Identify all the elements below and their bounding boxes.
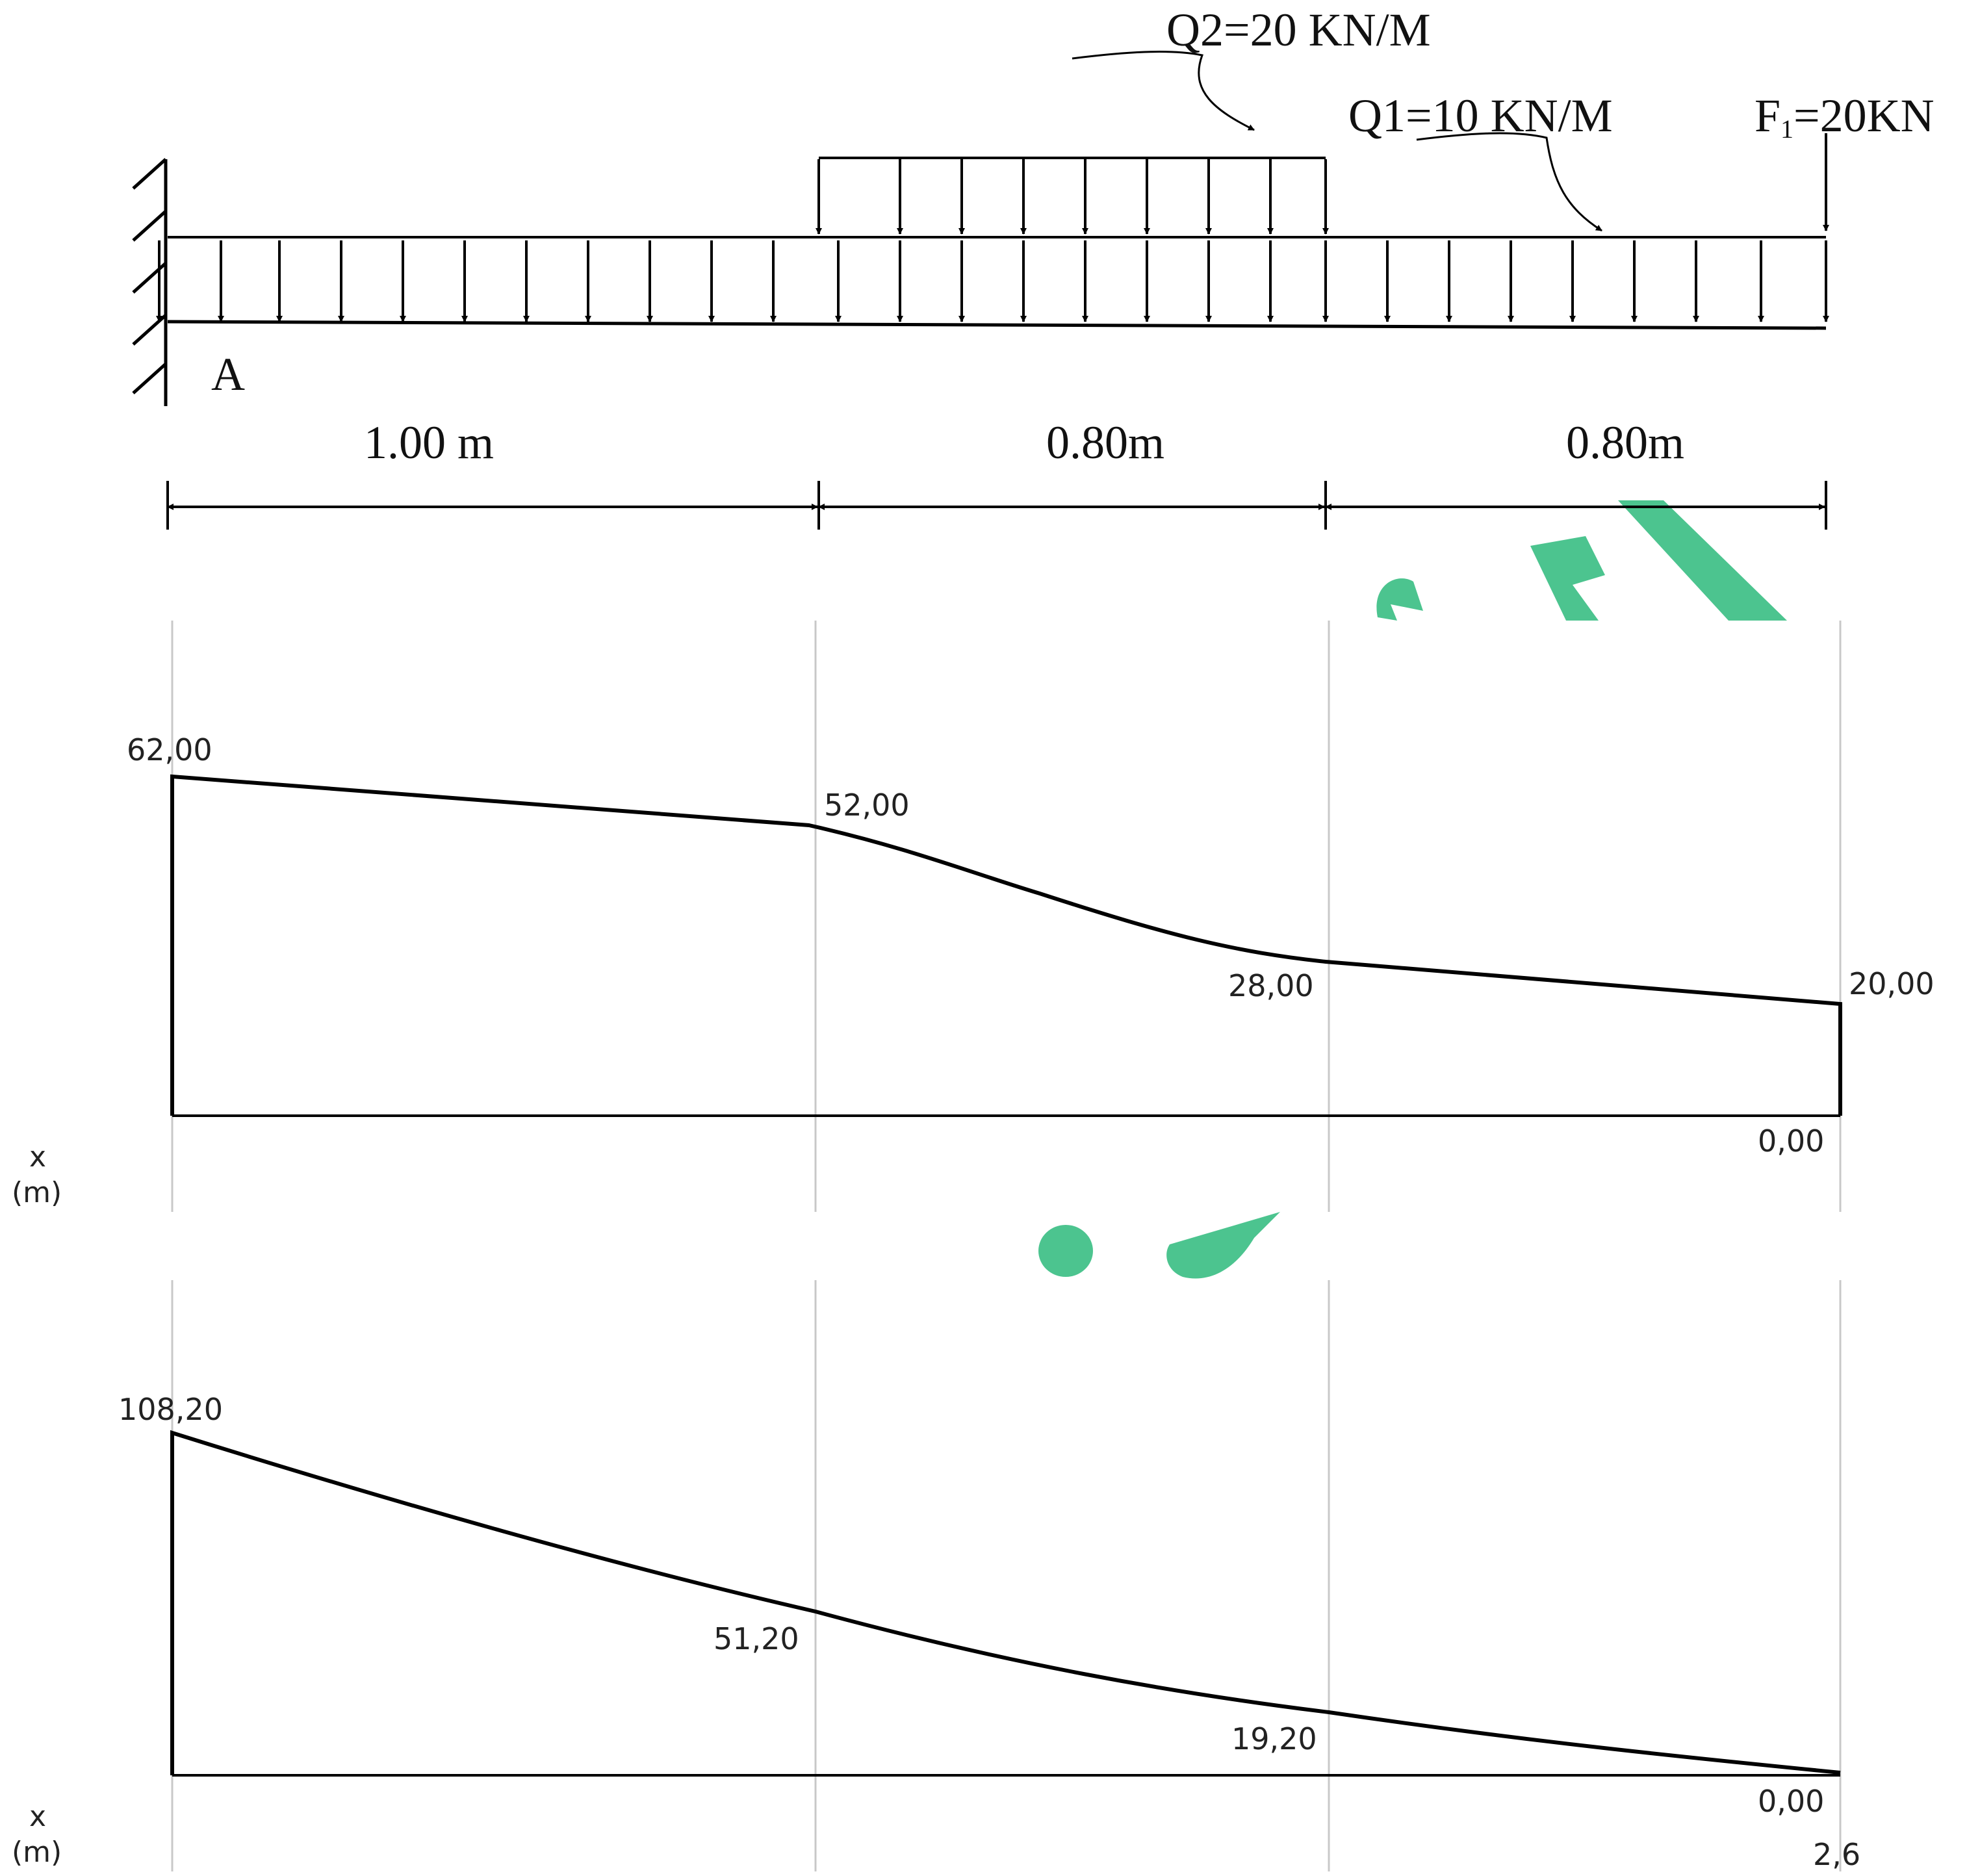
q2-leader: [1072, 51, 1255, 131]
beam-axis: [167, 320, 1827, 330]
moment-value-zero: 0,00: [1758, 1784, 1824, 1819]
moment-value-mid2: 19,20: [1231, 1721, 1317, 1756]
shear-value-end: 20,00: [1849, 966, 1935, 1001]
shear-value-mid1: 52,00: [824, 788, 910, 823]
shear-diagram: 62,00 52,00 28,00 20,00 0,00 x (m): [12, 621, 1935, 1212]
moment-axis-unit: (m): [12, 1836, 62, 1869]
f1-label: F1=20KN: [1755, 90, 1935, 144]
shear-axis-x: x: [29, 1140, 46, 1174]
watermark: [1038, 500, 1787, 1279]
dimension-label-1: 1.00 m: [364, 417, 494, 469]
moment-axis-x: x: [29, 1800, 46, 1833]
moment-value-mid1: 51,20: [714, 1621, 799, 1656]
dimension-label-2: 0.80m: [1046, 417, 1164, 469]
moment-value-start: 108,20: [118, 1392, 223, 1427]
q2-load-arrows: [816, 159, 1329, 235]
shear-curve: [170, 774, 1842, 1116]
moment-value-xend: 2,6: [1813, 1837, 1860, 1872]
support-label: A: [211, 348, 245, 400]
shear-value-mid2: 28,00: [1228, 968, 1314, 1003]
dimension-label-3: 0.80m: [1566, 417, 1684, 469]
shear-value-zero: 0,00: [1758, 1124, 1824, 1159]
moment-curve: [170, 1430, 1841, 1775]
dimension-line: [166, 481, 1827, 530]
q2-label: Q2=20 KN/M: [1166, 4, 1431, 56]
q1-label: Q1=10 KN/M: [1348, 90, 1613, 142]
shear-grid: [171, 621, 1842, 1212]
q1-load-arrows: [156, 240, 1829, 322]
q1-leader: [1416, 132, 1602, 232]
shear-axis-unit: (m): [12, 1176, 62, 1209]
shear-value-start: 62,00: [127, 732, 212, 767]
beam-schematic: Q2=20 KN/M Q1=10 KN/M F1=20KN A 1.00 m 0…: [132, 4, 1935, 530]
moment-diagram: 108,20 51,20 19,20 0,00 2,6 x (m): [12, 1280, 1860, 1872]
moment-grid: [171, 1280, 1842, 1871]
fixed-support: [132, 158, 168, 406]
